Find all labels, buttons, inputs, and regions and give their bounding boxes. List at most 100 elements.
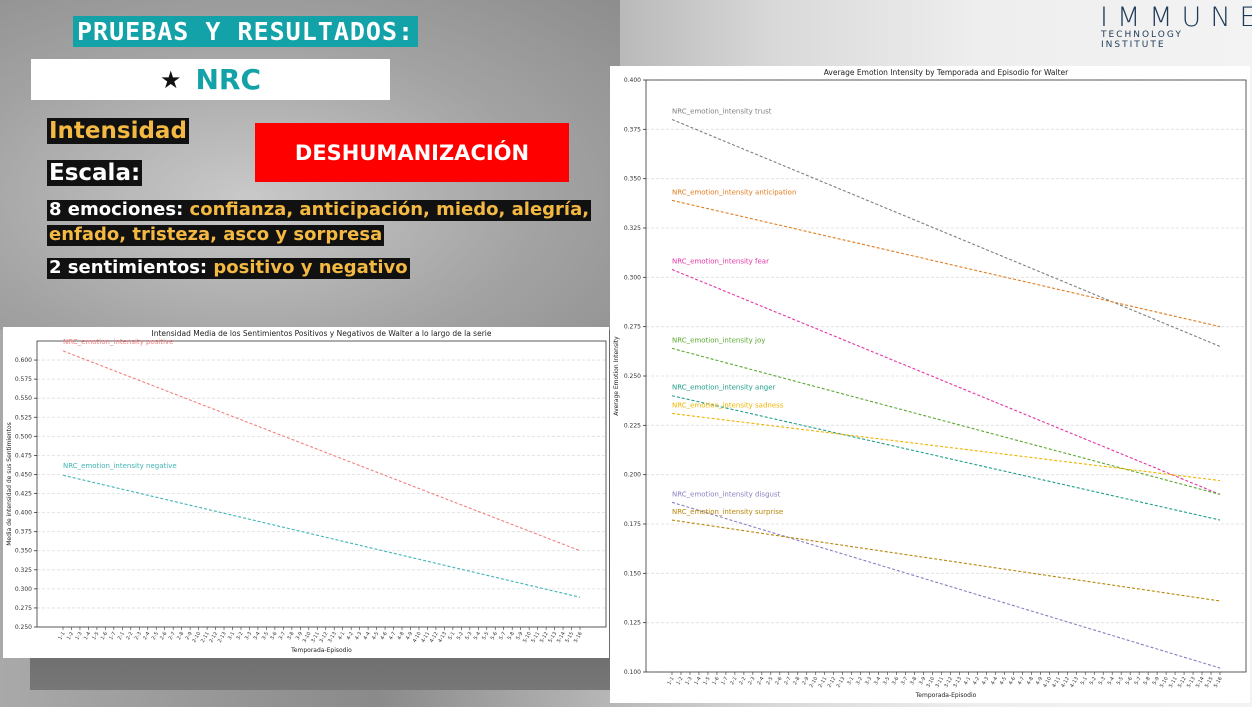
x-tick-label: 1-1 <box>666 676 675 686</box>
series-label: NRC_emotion_intensity anticipation <box>672 188 796 196</box>
x-tick-label: 2-1 <box>729 676 738 686</box>
y-tick-label: 0.375 <box>15 529 32 536</box>
x-tick-label: 2-13 <box>217 631 228 644</box>
x-tick-label: 5-16 <box>573 631 584 644</box>
x-tick-label: 5-13 <box>547 631 558 644</box>
y-tick-label: 0.450 <box>15 471 32 478</box>
x-axis-label: Temporada-Episodio <box>290 647 352 654</box>
sentiment-chart-panel: Intensidad Media de los Sentimientos Pos… <box>3 327 609 658</box>
x-tick-label: 4-13 <box>437 631 448 644</box>
series-label: NRC_emotion_intensity fear <box>672 257 769 265</box>
y-tick-label: 0.400 <box>15 510 32 517</box>
chart-title: Intensidad Media de los Sentimientos Pos… <box>152 329 492 338</box>
x-tick-label: 2-11 <box>818 676 829 689</box>
y-tick-label: 0.275 <box>624 324 641 331</box>
emotion-chart: Average Emotion Intensity by Temporada a… <box>613 68 1247 699</box>
x-tick-label: 3-11 <box>310 631 321 644</box>
x-tick-label: 5-2 <box>1089 676 1098 686</box>
x-tick-label: 3-6 <box>269 631 278 641</box>
x-tick-label: 3-3 <box>864 676 873 686</box>
emociones-list-2: enfado, tristeza, asco y sorpresa <box>47 224 385 246</box>
y-axis-label: Average Emotion Intensity <box>613 336 620 416</box>
sentimientos-line: 2 sentimientos: positivo y negativo <box>47 257 410 279</box>
x-tick-label: 4-8 <box>1026 676 1035 686</box>
y-tick-label: 0.325 <box>15 567 32 574</box>
x-tick-label: 3-9 <box>295 631 304 641</box>
x-tick-label: 3-1 <box>227 631 236 641</box>
series-label: NRC_emotion_intensity anger <box>672 384 776 392</box>
x-tick-label: 5-7 <box>498 631 507 641</box>
x-tick-label: 2-7 <box>168 631 177 641</box>
series-line <box>671 501 1221 669</box>
immune-logo-subtitle: TECHNOLOGY INSTITUTE <box>1101 30 1183 50</box>
x-tick-label: 5-12 <box>1177 676 1188 689</box>
sentiment-chart: Intensidad Media de los Sentimientos Pos… <box>6 329 607 654</box>
x-tick-label: 5-12 <box>539 631 550 644</box>
x-tick-label: 5-16 <box>1213 676 1224 689</box>
y-tick-label: 0.500 <box>15 433 32 440</box>
y-tick-label: 0.525 <box>15 414 32 421</box>
x-tick-label: 1-5 <box>91 631 100 641</box>
x-tick-label: 5-1 <box>447 631 456 641</box>
x-tick-label: 2-2 <box>125 631 134 641</box>
x-tick-label: 4-7 <box>388 631 397 641</box>
y-tick-label: 0.325 <box>624 225 641 232</box>
y-tick-label: 0.550 <box>15 395 32 402</box>
series-line <box>62 350 581 552</box>
x-tick-label: 3-13 <box>327 631 338 644</box>
chart-title: Average Emotion Intensity by Temporada a… <box>824 68 1069 77</box>
y-tick-label: 0.350 <box>624 176 641 183</box>
x-tick-label: 5-7 <box>1134 676 1143 686</box>
x-tick-label: 4-10 <box>1042 676 1053 689</box>
series-label: NRC_emotion_intensity negative <box>63 462 177 470</box>
x-tick-label: 4-6 <box>1008 676 1017 686</box>
y-tick-label: 0.375 <box>624 126 641 133</box>
x-tick-label: 2-5 <box>765 676 774 686</box>
x-tick-label: 4-5 <box>371 631 380 641</box>
x-tick-label: 2-12 <box>208 631 219 644</box>
x-tick-label: 1-3 <box>684 676 693 686</box>
x-tick-label: 4-4 <box>363 631 372 641</box>
x-tick-label: 5-3 <box>1098 676 1107 686</box>
series-label: NRC_emotion_intensity sadness <box>672 401 784 409</box>
x-tick-label: 4-2 <box>346 631 355 641</box>
x-tick-label: 5-10 <box>522 631 533 644</box>
x-tick-label: 4-13 <box>1069 676 1080 689</box>
x-axis-label: Temporada-Episodio <box>915 692 977 699</box>
x-tick-label: 3-1 <box>846 676 855 686</box>
x-tick-label: 1-2 <box>66 631 75 641</box>
intensidad-heading: Intensidad <box>47 118 189 145</box>
x-tick-label: 3-5 <box>882 676 891 686</box>
x-tick-label: 5-5 <box>481 631 490 641</box>
series-label: NRC_emotion_intensity positive <box>63 338 174 346</box>
x-tick-label: 2-8 <box>792 676 801 686</box>
x-tick-label: 5-9 <box>515 631 524 641</box>
x-tick-label: 2-3 <box>134 631 143 641</box>
x-tick-label: 3-10 <box>302 631 313 644</box>
x-tick-label: 5-4 <box>473 631 482 641</box>
x-tick-label: 2-3 <box>747 676 756 686</box>
x-tick-label: 1-4 <box>83 631 92 641</box>
x-tick-label: 3-6 <box>891 676 900 686</box>
x-tick-label: 3-10 <box>925 676 936 689</box>
emociones-line-1: 8 emociones: confianza, anticipación, mi… <box>47 199 592 221</box>
x-tick-label: 5-1 <box>1080 676 1089 686</box>
x-tick-label: 1-6 <box>711 676 720 686</box>
series-line <box>671 268 1221 495</box>
x-tick-label: 4-12 <box>429 631 440 644</box>
emotion-chart-panel: Average Emotion Intensity by Temporada a… <box>610 66 1250 703</box>
x-tick-label: 5-11 <box>1168 676 1179 689</box>
series-label: NRC_emotion_intensity trust <box>672 107 772 115</box>
x-tick-label: 3-7 <box>278 631 287 641</box>
x-tick-label: 4-6 <box>380 631 389 641</box>
x-tick-label: 5-10 <box>1159 676 1170 689</box>
emociones-list-1: confianza, anticipación, miedo, alegría, <box>189 199 590 220</box>
x-tick-label: 4-4 <box>990 676 999 686</box>
nrc-banner: ★ NRC <box>31 59 390 100</box>
series-line <box>671 412 1221 482</box>
x-tick-label: 5-6 <box>490 631 499 641</box>
y-tick-label: 0.350 <box>15 548 32 555</box>
series-label: NRC_emotion_intensity surprise <box>672 508 783 516</box>
x-tick-label: 2-9 <box>801 676 810 686</box>
x-tick-label: 2-13 <box>836 676 847 689</box>
